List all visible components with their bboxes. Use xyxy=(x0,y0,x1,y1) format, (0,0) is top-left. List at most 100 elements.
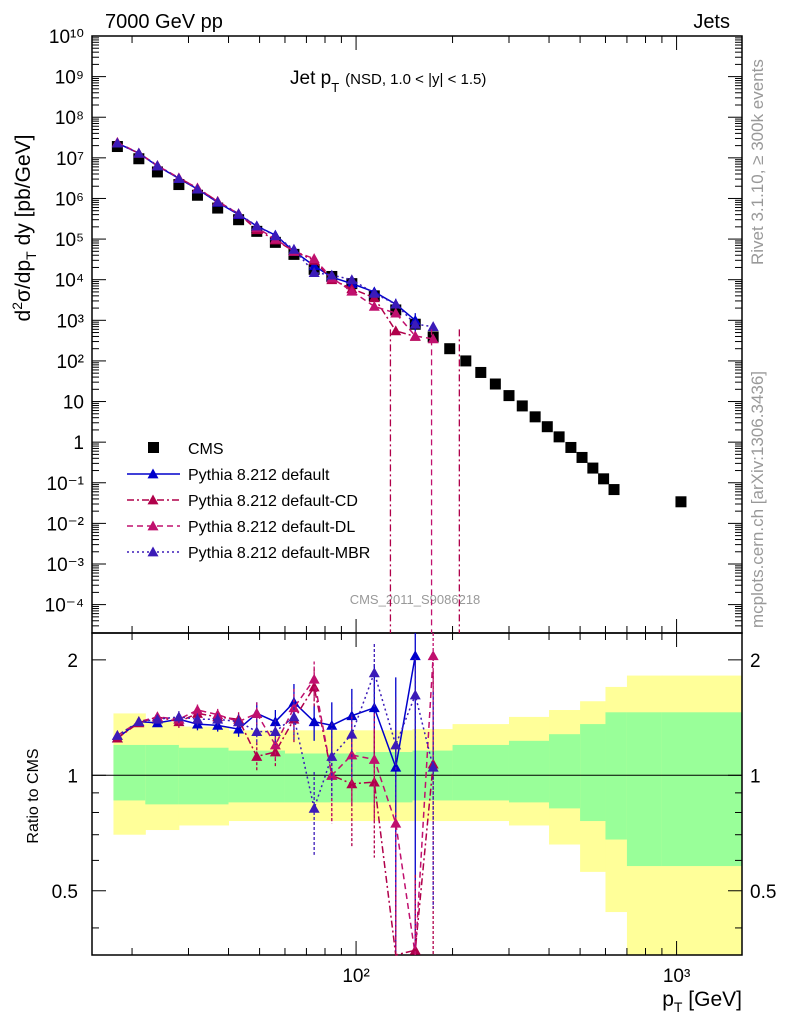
legend-label: Pythia 8.212 default xyxy=(188,467,330,484)
cms-data-point xyxy=(576,451,588,463)
ratio-marker-dl xyxy=(308,673,320,684)
band-inner-segment xyxy=(356,752,414,803)
ratio-marker-mbr xyxy=(251,726,263,737)
band-inner-segment xyxy=(626,712,663,867)
ratio-marker-dl xyxy=(191,704,203,715)
mc-marker-mbr xyxy=(251,220,263,231)
cms-data-point xyxy=(565,441,577,453)
ratio-marker-mbr xyxy=(288,711,300,722)
mc-marker-dl xyxy=(346,285,358,296)
mc-marker-mbr xyxy=(133,147,145,158)
mc-marker-mbr xyxy=(212,196,224,207)
ratio-marker-mbr xyxy=(151,713,163,724)
mc-line-cd xyxy=(117,142,416,338)
y-tick-label: 10⁵ xyxy=(55,230,84,251)
mc-marker-mbr xyxy=(151,160,163,171)
mc-marker-mbr xyxy=(409,318,421,329)
legend: CMS Pythia 8.212 default Pythia 8.212 defa… xyxy=(127,441,370,562)
cms-data-point xyxy=(133,153,145,165)
cms-data-point xyxy=(489,378,501,390)
cms-data-point xyxy=(675,496,687,508)
cms-data-point xyxy=(151,166,163,178)
ratio-y-tick-label: 1 xyxy=(67,766,78,787)
series-layer xyxy=(111,136,687,956)
cms-data-point xyxy=(191,189,203,201)
ratio-band xyxy=(113,675,743,955)
band-inner-segment xyxy=(508,740,550,803)
x-tick-label: 10³ xyxy=(663,966,690,987)
ratio-marker-dl xyxy=(427,650,439,661)
ratio-y-tick-label-right: 2 xyxy=(750,651,761,672)
band-inner-segment xyxy=(549,734,581,809)
mc-marker-mbr xyxy=(191,183,203,194)
y-tick-label: 10³ xyxy=(57,311,84,332)
y-axis-label-ratio: Ratio to CMS xyxy=(25,748,42,843)
ratio-marker-mbr xyxy=(308,802,320,813)
cms-data-point xyxy=(516,400,528,412)
y-tick-label: 1 xyxy=(73,433,84,454)
ratio-marker-mbr xyxy=(409,689,421,700)
y-tick-label: 10⁷ xyxy=(56,149,84,170)
ratio-marker-mbr xyxy=(212,713,224,724)
cms-data-point xyxy=(598,473,610,485)
cms-data-point xyxy=(173,179,185,191)
ratio-marker-dl xyxy=(390,817,402,828)
legend-marker-cd xyxy=(147,494,159,505)
legend-marker-default xyxy=(147,468,159,479)
y-tick-label: 10² xyxy=(57,352,84,373)
cms-data-point xyxy=(587,462,599,474)
mc-marker-mbr xyxy=(390,298,402,309)
y-tick-label: 10⁴ xyxy=(55,271,84,292)
mc-marker-dl xyxy=(308,253,320,264)
mc-marker-default xyxy=(308,260,320,271)
mc-marker-mbr xyxy=(368,287,380,298)
mc-line-default xyxy=(117,142,416,321)
y-tick-label: 10⁶ xyxy=(55,189,84,210)
cms-data-point xyxy=(212,202,224,214)
legend-label: CMS xyxy=(188,441,224,458)
cms-data-point xyxy=(541,421,553,433)
mc-marker-cd xyxy=(390,325,402,336)
x-axis-label: pT [GeV] xyxy=(662,988,742,1015)
cms-data-point xyxy=(460,355,472,367)
ratio-marker-mbr xyxy=(111,730,123,740)
rivet-note: Rivet 3.1.10, ≥ 300k events xyxy=(748,59,767,265)
ratio-marker-cd xyxy=(251,750,263,761)
ratio-marker-mbr xyxy=(191,713,203,724)
band-inner-segment xyxy=(452,744,510,801)
y-tick-label: 10⁹ xyxy=(55,68,84,89)
mc-marker-mbr xyxy=(269,230,281,241)
mc-marker-mbr xyxy=(346,274,358,285)
ratio-y-tick-label-right: 0.5 xyxy=(750,882,776,903)
mc-marker-mbr xyxy=(427,321,439,331)
header-right: Jets xyxy=(693,11,730,33)
band-inner-segment xyxy=(284,753,357,803)
axes: 10² 10³ 10¹⁰ 10⁹ 10⁸ 10⁷ 10⁶ 10⁵ 10⁴ 10³ 10² 10 1 10⁻… xyxy=(45,27,777,987)
ratio-marker-default xyxy=(390,761,402,772)
x-tick-label: 10² xyxy=(342,966,369,987)
band-inner-segment xyxy=(605,712,628,840)
ratio-marker-dl xyxy=(251,707,263,718)
mc-marker-mbr xyxy=(308,267,320,277)
band-inner-segment xyxy=(580,724,606,822)
plot-title: Jet pT (NSD, 1.0 < |y| < 1.5) xyxy=(290,68,486,95)
cms-data-point xyxy=(233,214,245,226)
y-tick-label: 10⁻² xyxy=(47,514,85,535)
mc-marker-dl xyxy=(427,333,439,344)
y-tick-label: 10¹⁰ xyxy=(49,27,84,48)
ratio-line-default xyxy=(116,655,417,771)
ratio-marker-mbr xyxy=(427,761,439,772)
y-tick-label: 10⁻⁴ xyxy=(45,596,84,617)
cms-data-point xyxy=(475,366,487,378)
ratio-marker-mbr xyxy=(346,728,358,739)
header-left: 7000 GeV pp xyxy=(105,11,223,33)
mc-marker-dl xyxy=(390,307,402,318)
ratio-marker-cd xyxy=(368,776,380,787)
legend-label: Pythia 8.212 default-MBR xyxy=(188,545,370,562)
ratio-y-tick-label: 2 xyxy=(67,651,78,672)
cms-data-point xyxy=(444,343,456,355)
ratio-marker-default xyxy=(368,702,380,713)
ratio-line-dl xyxy=(116,655,434,956)
y-tick-label: 10⁸ xyxy=(55,108,84,129)
